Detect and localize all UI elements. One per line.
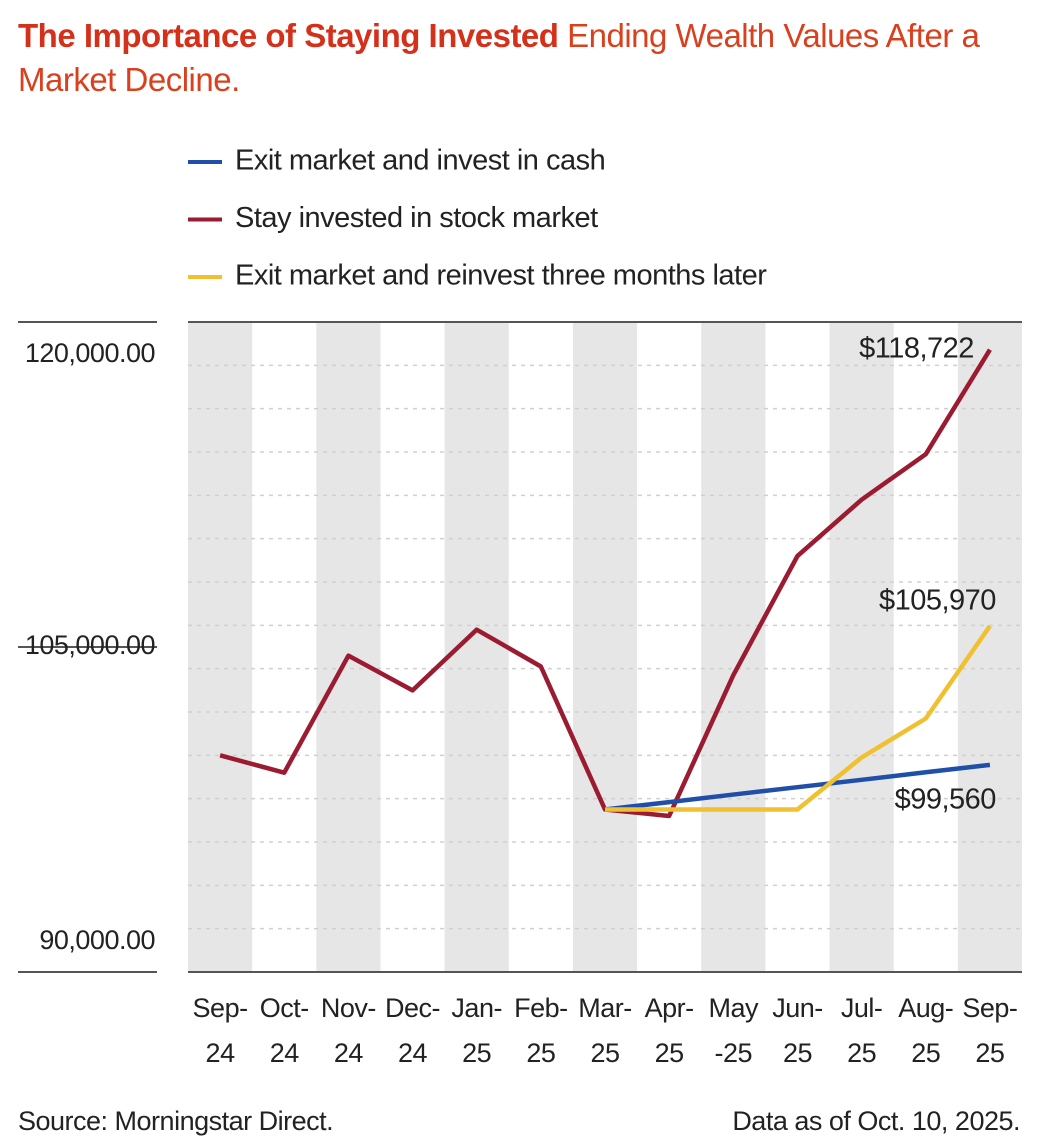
x-tick-label: Sep-25 (962, 993, 1017, 1068)
x-tick-label: Aug-25 (898, 993, 953, 1068)
data-label: $118,722 (859, 332, 974, 364)
x-tick-label: Feb-25 (514, 993, 568, 1068)
x-tick-label: Jul-25 (841, 993, 883, 1068)
series-line (604, 762, 991, 812)
source: Source: Morningstar Direct. (18, 1106, 333, 1136)
data-label: $99,560 (895, 784, 996, 816)
x-tick-label: Apr-25 (645, 993, 694, 1068)
header: The Importance of Staying Invested Endin… (18, 14, 1018, 102)
series-line (605, 624, 992, 812)
chart-subtitle: Ending Wealth Values After a Market Decl… (18, 17, 980, 98)
legend-label: Exit market and reinvest three months la… (235, 260, 767, 292)
x-tick-label: Sep-24 (193, 993, 248, 1068)
column-band (188, 322, 253, 972)
chart-title: The Importance of Staying Invested (18, 17, 559, 54)
column-band (701, 322, 766, 972)
x-tick-label: Mar-25 (578, 993, 632, 1068)
y-tick-label: 90,000.00 (39, 925, 155, 955)
column-band (957, 322, 1022, 972)
y-tick-label: 120,000.00 (25, 338, 155, 368)
data-label: $105,970 (879, 585, 996, 617)
y-tick-label: 105,000.00 (25, 630, 155, 660)
x-tick-label: Nov-24 (321, 993, 376, 1068)
column-band (572, 322, 638, 972)
column-band (444, 322, 509, 972)
column-band (316, 322, 381, 972)
x-tick-label: Oct-24 (260, 993, 309, 1068)
note: Data as of Oct. 10, 2025. (732, 1106, 1020, 1136)
legend-label: Stay invested in stock market (235, 202, 598, 234)
legend-label: Exit market and invest in cash (235, 145, 605, 177)
x-tick-label: Dec-24 (385, 993, 440, 1068)
x-tick-label: Jan-25 (451, 993, 502, 1068)
x-tick-label: May -25 (709, 993, 760, 1068)
column-band (829, 322, 894, 972)
x-tick-label: Jun-25 (772, 993, 823, 1068)
